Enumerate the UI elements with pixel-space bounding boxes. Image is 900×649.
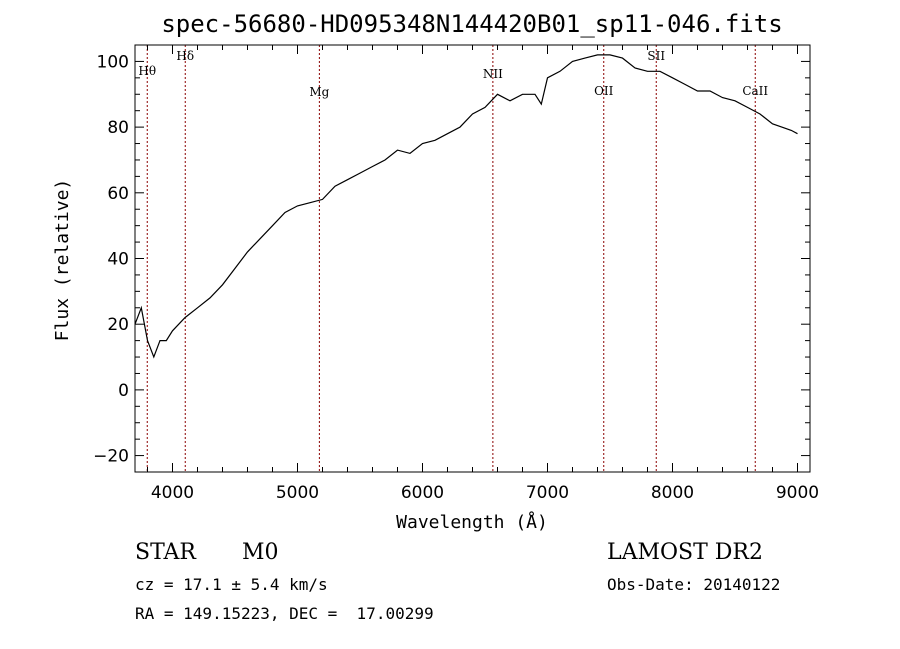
y-tick-label: −20 [93,447,129,467]
spectral-line-markers: Hθ Hδ Mg NII OII SII CaII [138,45,768,472]
spectral-line-label: OII [594,84,614,98]
spectrum-line [134,54,798,359]
spectral-line-label: CaII [742,84,768,98]
x-tick-label: 8000 [651,483,694,503]
y-tick-label: 80 [107,118,129,138]
spectral-line-label: NII [483,67,503,81]
y-tick-label: 0 [118,381,129,401]
chart-title: spec-56680-HD095348N144420B01_sp11-046.f… [161,10,782,38]
spectral-line-label: SII [647,49,665,63]
spectral-line-label: Mg [309,85,329,99]
spectrum-series [134,54,798,359]
y-tick-label: 40 [107,250,129,270]
x-axis-label: Wavelength (Å) [396,511,548,533]
y-tick-label: 100 [97,52,129,72]
object-type: STAR [135,540,196,565]
coordinates-readout: RA = 149.15223, DEC = 17.00299 [135,604,434,623]
spectral-subclass: M0 [242,540,279,565]
y-tick-label: 20 [107,315,129,335]
x-tick-label: 6000 [401,483,444,503]
redshift-readout: cz = 17.1 ± 5.4 km/s [135,575,328,594]
observation-date: Obs-Date: 20140122 [607,575,781,594]
survey-name: LAMOST DR2 [607,540,763,565]
spectral-line-label: Hδ [176,49,194,63]
y-axis-label: Flux (relative) [52,179,73,342]
x-tick-label: 4000 [151,483,194,503]
x-tick-label: 7000 [526,483,569,503]
plot-frame [134,44,811,473]
x-tick-label: 5000 [276,483,319,503]
y-tick-label: 60 [107,184,129,204]
x-tick-label: 9000 [776,483,819,503]
axis-ticks: 4000 5000 6000 7000 8000 9000 −20 0 20 40 60 80 100 [93,44,819,503]
spectral-line-label: Hθ [138,64,156,78]
